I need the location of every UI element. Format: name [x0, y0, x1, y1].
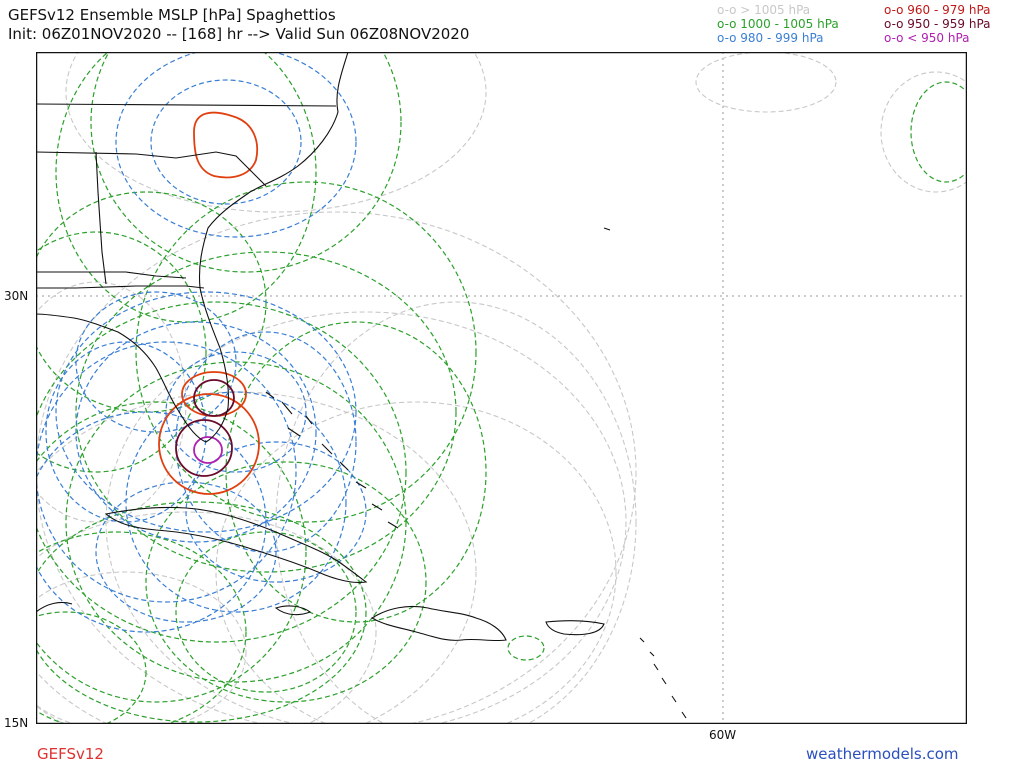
contours-980-999 — [36, 52, 367, 633]
legend-left: o-o > 1005 hPa o-o 1000 - 1005 hPa o-o 9… — [717, 3, 839, 45]
legend-item-1000-1005: o-o 1000 - 1005 hPa — [717, 17, 839, 31]
legend-item-above-1005: o-o > 1005 hPa — [717, 3, 811, 17]
title-block: GEFSv12 Ensemble MSLP [hPa] Spaghettios … — [8, 6, 469, 44]
coastlines — [36, 52, 687, 719]
contours-above-1005 — [36, 52, 967, 724]
map-title: GEFSv12 Ensemble MSLP [hPa] Spaghettios — [8, 6, 336, 24]
legend-item-980-999: o-o 980 - 999 hPa — [717, 31, 824, 45]
contours-950-959 — [175, 379, 235, 477]
lon-label-60w: 60W — [709, 728, 737, 742]
contours-below-950 — [193, 436, 223, 464]
spaghetti-map — [36, 52, 967, 724]
footer-model-label: GEFSv12 — [37, 745, 104, 763]
graticule — [36, 52, 967, 724]
contours-960-979 — [158, 111, 260, 495]
legend-item-950-959: o-o 950 - 959 hPa — [884, 17, 991, 31]
lat-label-30n: 30N — [4, 289, 29, 303]
legend-item-960-979: o-o 960 - 979 hPa — [884, 3, 991, 17]
footer-site-link[interactable]: weathermodels.com — [806, 745, 959, 763]
lat-label-15n: 15N — [4, 716, 29, 730]
legend-right: o-o 960 - 979 hPa o-o 950 - 959 hPa o-o … — [884, 3, 991, 45]
legend-item-below-950: o-o < 950 hPa — [884, 31, 970, 45]
map-subtitle: Init: 06Z01NOV2020 -- [168] hr --> Valid… — [8, 25, 470, 43]
contours-1000-1005 — [36, 52, 967, 724]
map-panel — [36, 52, 967, 724]
